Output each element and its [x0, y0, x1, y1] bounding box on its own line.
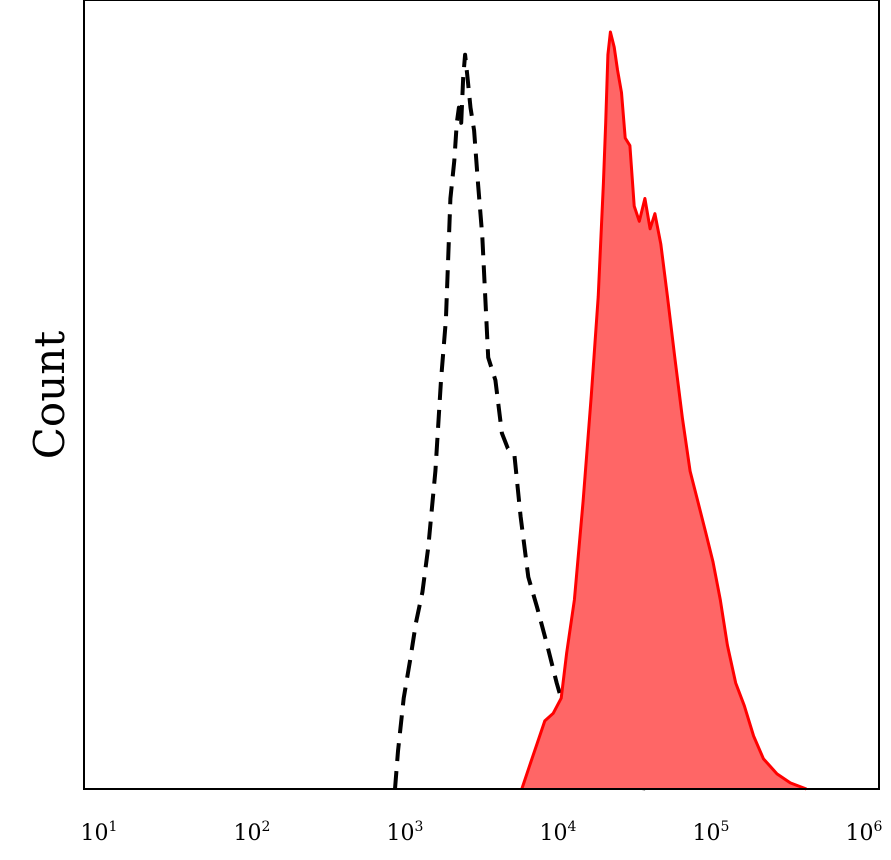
y-axis-label: Count — [25, 331, 74, 460]
x-tick-labels: 101 102 103 104 105 106 — [81, 819, 883, 846]
series-fill-1 — [521, 32, 807, 789]
x-tick-base: 10 — [387, 821, 415, 846]
x-tick-label: 104 — [540, 819, 577, 846]
x-tick-exponent: 6 — [874, 819, 883, 835]
x-tick-exponent: 2 — [262, 819, 271, 835]
x-tick-label: 102 — [234, 819, 271, 846]
x-tick-exponent: 5 — [721, 819, 730, 835]
x-tick-exponent: 4 — [568, 819, 577, 835]
plot-frame — [83, 0, 880, 790]
x-tick-base: 10 — [846, 821, 874, 846]
series-line-1 — [520, 30, 807, 791]
x-tick-label: 103 — [387, 819, 424, 846]
x-tick-exponent: 1 — [109, 819, 118, 835]
x-tick-base: 10 — [81, 821, 109, 846]
x-tick-base: 10 — [693, 821, 721, 846]
plot-area — [393, 30, 807, 791]
x-tick-base: 10 — [234, 821, 262, 846]
x-tick-label: 101 — [81, 819, 118, 846]
x-tick-label: 105 — [693, 819, 730, 846]
series-line-0 — [393, 52, 651, 791]
x-tick-base: 10 — [540, 821, 568, 846]
x-tick-label: 106 — [846, 819, 883, 846]
x-tick-exponent: 3 — [415, 819, 424, 835]
